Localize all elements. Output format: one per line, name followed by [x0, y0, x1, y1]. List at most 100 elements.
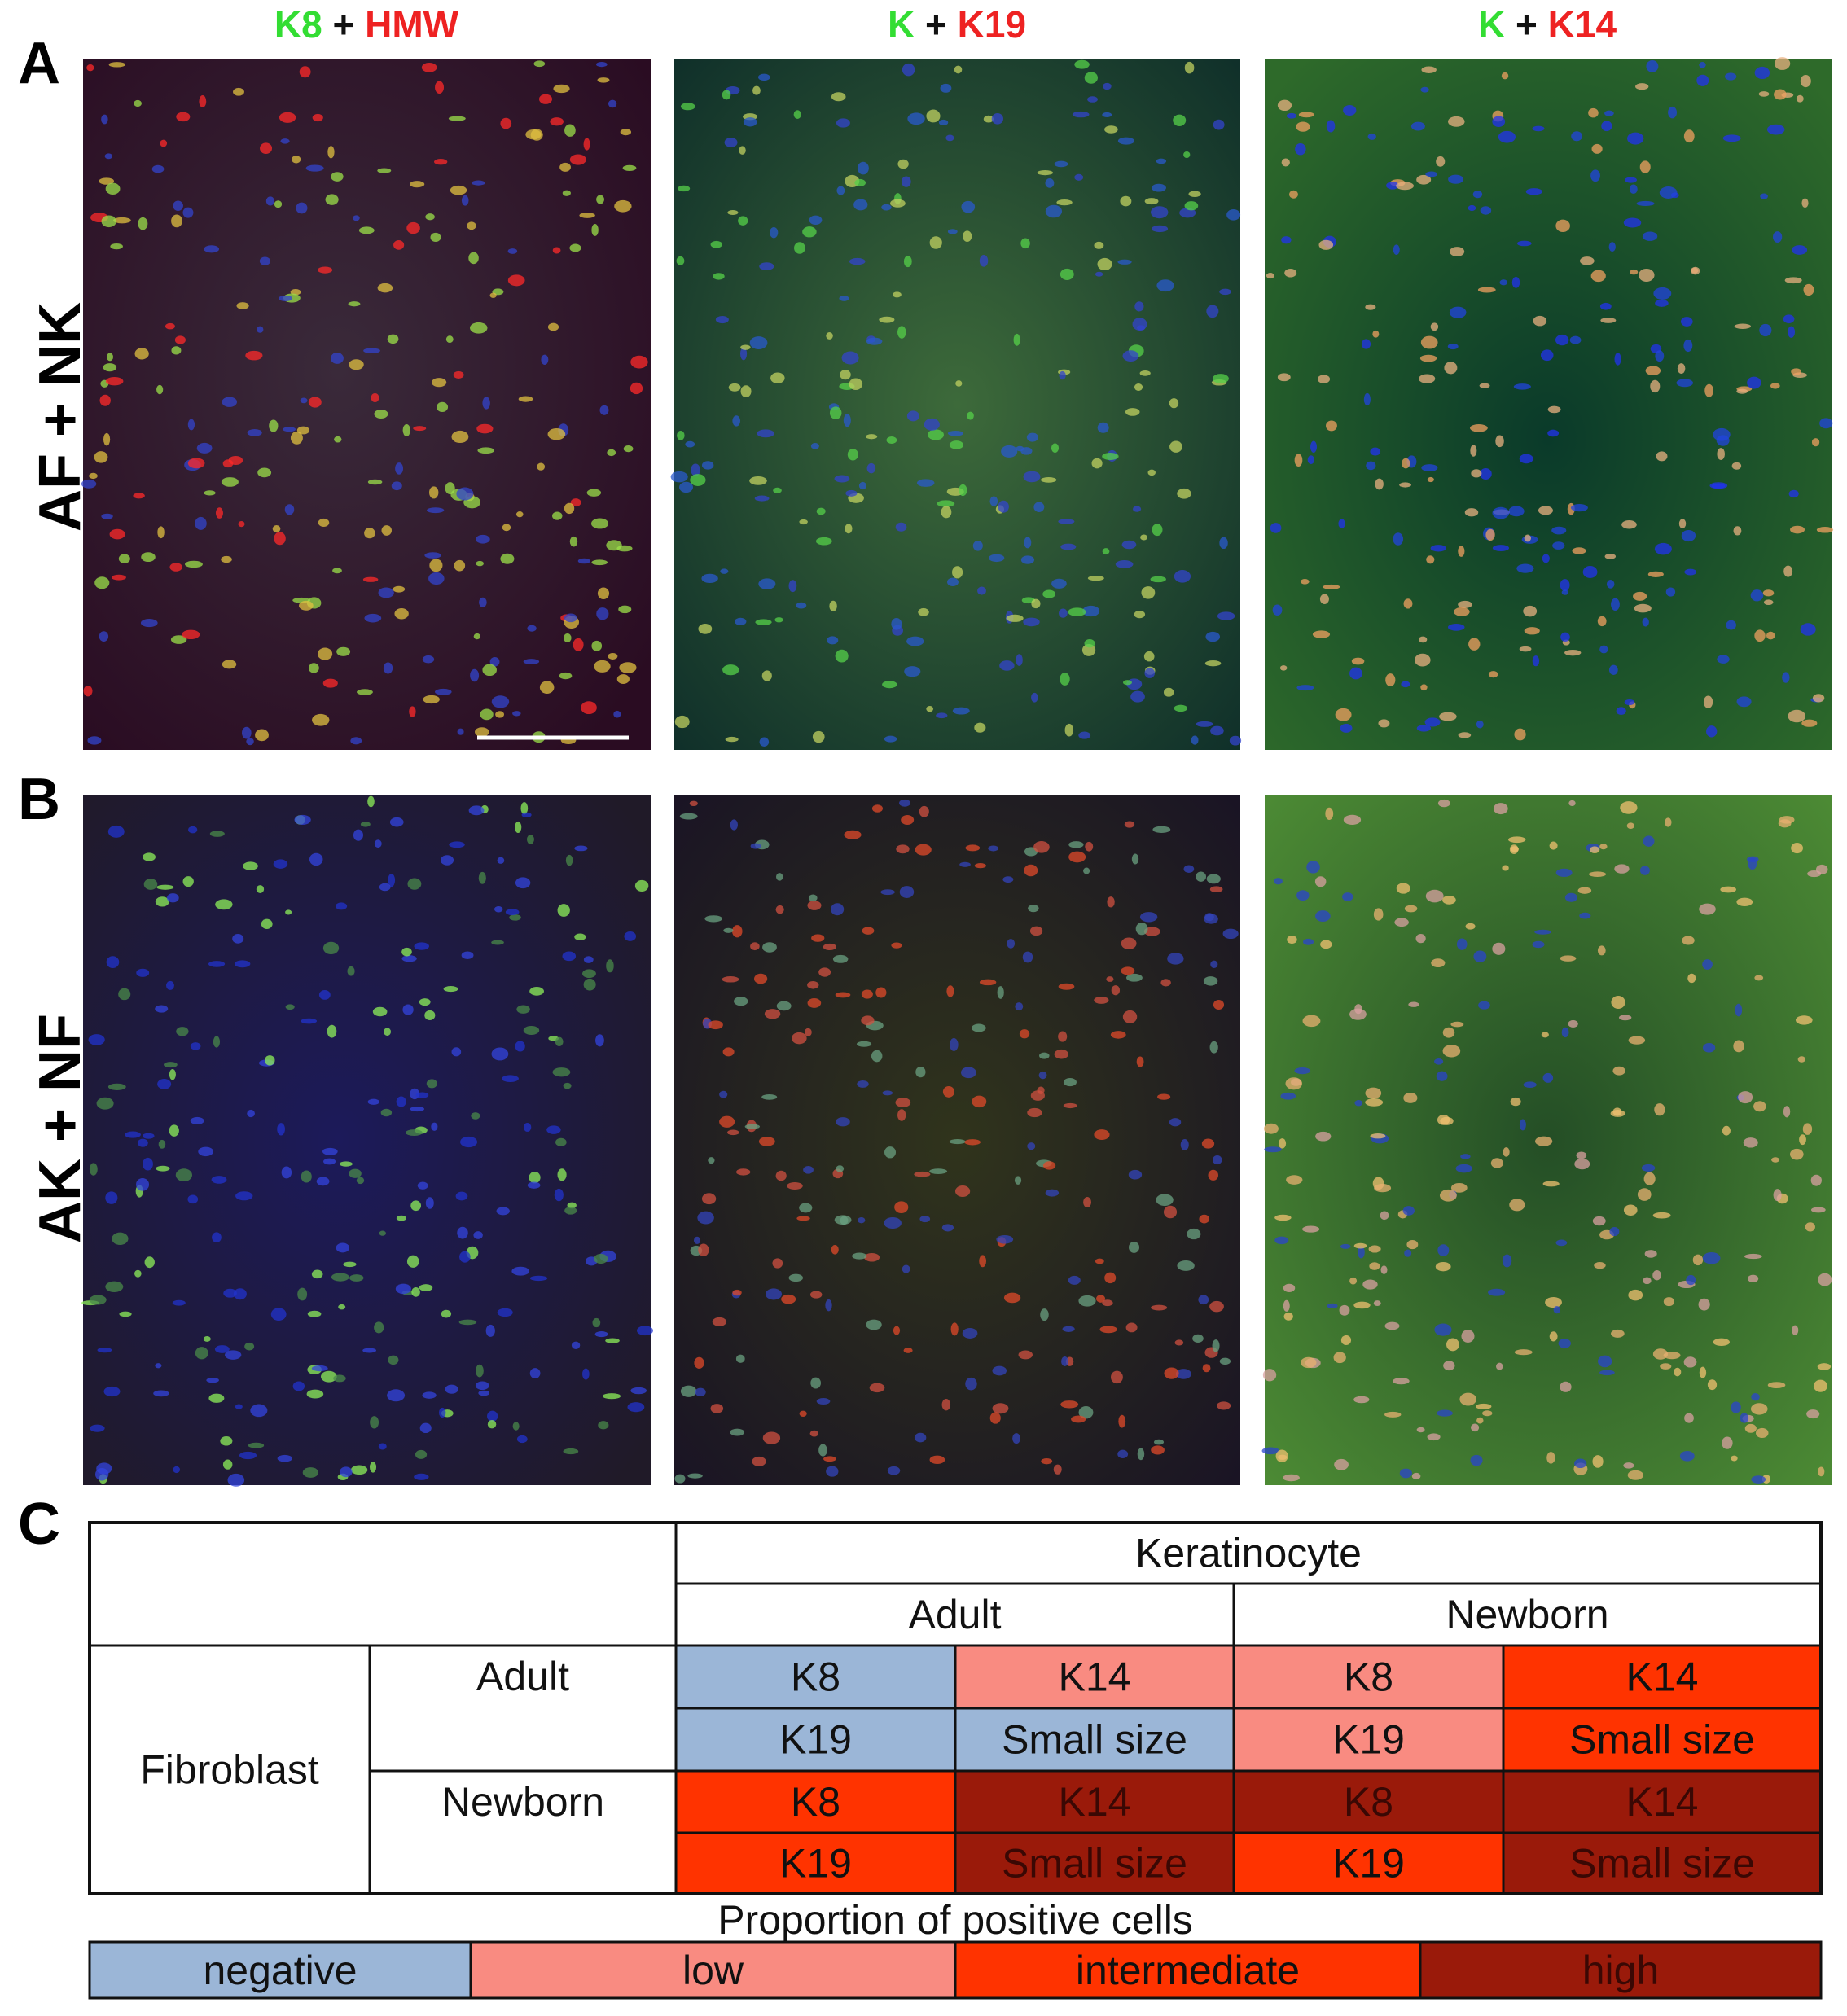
cell: [1060, 543, 1077, 550]
cell: [1447, 343, 1459, 350]
cell: [1623, 1462, 1634, 1469]
cell: [529, 987, 544, 996]
cell: [735, 617, 747, 625]
cell: [1668, 106, 1678, 119]
cell: [1164, 1367, 1179, 1379]
cell: [1791, 843, 1803, 854]
cell: [762, 942, 777, 953]
cell: [929, 1455, 945, 1465]
cell: [823, 1456, 836, 1462]
cell: [1169, 440, 1182, 453]
cell: [305, 164, 324, 172]
cell: [1169, 398, 1179, 409]
cell: [1068, 841, 1084, 848]
cell: [1270, 523, 1282, 533]
cell: [1519, 454, 1533, 464]
cell: [1509, 844, 1519, 854]
cell: [1358, 1246, 1365, 1259]
cell: [1410, 121, 1425, 131]
cell: [497, 1308, 513, 1317]
cell: [1415, 934, 1426, 944]
cell: [750, 843, 761, 849]
cell: [565, 854, 573, 866]
cell: [573, 638, 584, 651]
cell: [384, 1028, 391, 1036]
cell: [195, 1347, 208, 1360]
cell: [255, 729, 269, 742]
cell: [422, 655, 435, 664]
cell: [1013, 333, 1020, 346]
cell: [1542, 1181, 1560, 1187]
cell: [608, 99, 617, 108]
cell: [835, 649, 849, 663]
cell: [809, 1291, 823, 1299]
cell: [1286, 1175, 1303, 1185]
cell: [482, 397, 490, 410]
cell: [96, 1097, 114, 1110]
cell: [1470, 423, 1488, 432]
cell: [1041, 476, 1057, 483]
cell: [1468, 204, 1476, 212]
cell: [1085, 841, 1094, 852]
cell: [1760, 193, 1768, 199]
cell: [1287, 935, 1297, 944]
cell: [381, 525, 393, 536]
cell: [616, 674, 630, 685]
column-group: Newborn: [1446, 1592, 1608, 1637]
cell: [109, 528, 125, 540]
green-label: K8: [274, 3, 322, 46]
cell-text: Small size: [1569, 1841, 1755, 1887]
cell: [918, 607, 929, 616]
cell: [541, 354, 549, 365]
cell: [391, 481, 402, 491]
cell: [1482, 1410, 1493, 1417]
cell: [1553, 1306, 1560, 1314]
cell: [937, 500, 955, 507]
cell: [1436, 156, 1446, 167]
cell: [461, 951, 474, 959]
cell: [362, 576, 379, 582]
cell: [250, 1404, 268, 1418]
cell: [377, 168, 392, 173]
cell: [1056, 199, 1073, 206]
cell: [1599, 302, 1612, 310]
cell: [1335, 708, 1352, 721]
cell: [954, 1185, 971, 1197]
cell: [1137, 1448, 1145, 1461]
cell: [1117, 259, 1132, 265]
cell: [459, 1251, 471, 1263]
cell: [595, 1034, 604, 1047]
cell: [1558, 1338, 1571, 1348]
cell: [719, 1090, 728, 1098]
cell: [1353, 1396, 1370, 1404]
cell: [419, 1284, 433, 1291]
cell: [1498, 130, 1516, 143]
cell: [1680, 317, 1693, 327]
cell: [247, 428, 262, 436]
cell: [1302, 1015, 1321, 1028]
cell: [257, 467, 272, 478]
cell: [233, 87, 244, 96]
cell: [144, 1256, 155, 1269]
cell: [761, 670, 772, 681]
cell: [884, 735, 897, 743]
cell: [479, 597, 487, 607]
cell: [936, 712, 948, 719]
cell: [758, 578, 776, 589]
cell: [1733, 526, 1742, 536]
cell: [1102, 1299, 1113, 1307]
cell-text: K14: [1626, 1779, 1699, 1825]
cell: [1318, 239, 1334, 250]
cell: [1120, 195, 1132, 207]
cell: [1303, 938, 1314, 945]
cell: [301, 1170, 312, 1183]
cell: [1201, 1138, 1215, 1149]
cell: [1477, 287, 1496, 293]
cell: [1547, 429, 1560, 437]
cell: [422, 1391, 437, 1399]
cell: [1480, 206, 1492, 215]
cell: [223, 1288, 237, 1298]
cell: [606, 959, 614, 973]
cell: [478, 871, 486, 884]
cell: [343, 1261, 357, 1268]
